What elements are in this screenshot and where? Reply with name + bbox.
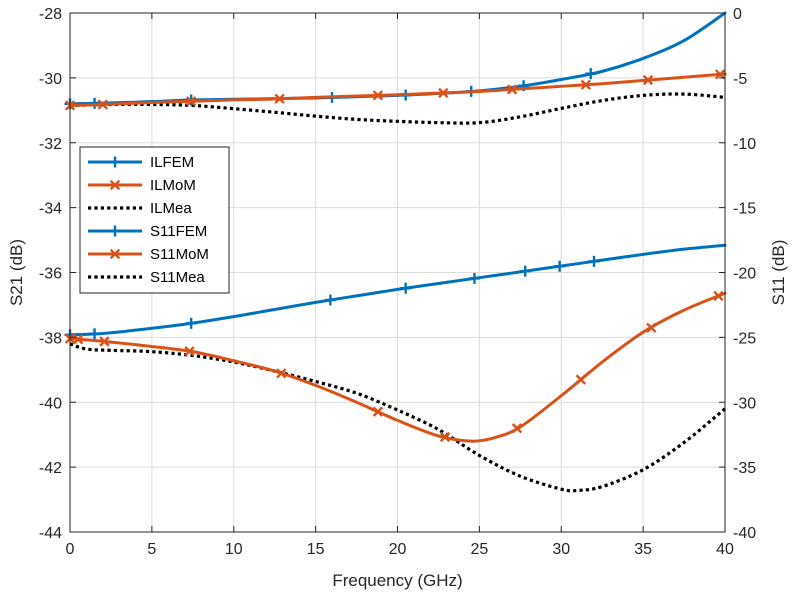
series-ilmom (64, 69, 727, 111)
data-marker-ilmom (372, 90, 383, 101)
right-y-tick-label: -25 (733, 330, 756, 347)
series-line-ilmom (68, 72, 727, 107)
data-marker-s11mom (99, 336, 110, 347)
data-marker-ilmom (580, 79, 591, 90)
data-marker-ilmom (642, 74, 654, 86)
data-marker-s11fem (588, 255, 600, 267)
left-y-tick-label: -28 (39, 6, 62, 23)
legend-label: ILMoM (150, 177, 196, 194)
right-y-tick-label: -35 (733, 460, 756, 477)
data-marker-s11mom (372, 406, 383, 417)
x-tick-label: 15 (307, 541, 325, 558)
right-y-axis-title: S11 (dB) (769, 240, 788, 306)
left-y-axis-title: S21 (dB) (7, 239, 26, 306)
data-marker-ilmom (506, 84, 518, 95)
series-line-ilmea (69, 92, 726, 125)
data-marker-s11mom (439, 431, 451, 443)
left-y-tick-label: -36 (39, 266, 62, 283)
left-y-tick-label: -40 (39, 395, 62, 412)
x-tick-label: 20 (389, 541, 407, 558)
x-tick-label: 5 (147, 541, 156, 558)
left-y-tick-label: -38 (39, 330, 62, 347)
left-y-tick-label: -34 (39, 201, 62, 218)
legend-item-ilmea: ILMea (88, 200, 192, 217)
data-marker-s11mom (575, 374, 587, 385)
right-y-tick-label: 0 (733, 6, 742, 23)
left-y-tick-label: -30 (39, 71, 62, 88)
data-marker-s11mom (73, 334, 84, 345)
x-tick-label: 40 (716, 541, 734, 558)
data-marker-s11fem (519, 265, 531, 277)
data-marker-ilmom (274, 93, 285, 104)
x-tick-label: 35 (634, 541, 652, 558)
right-y-tick-label: -40 (733, 525, 756, 542)
series-s11fem (64, 243, 727, 341)
data-marker-s11mom (646, 322, 657, 333)
series-s11mom (64, 290, 727, 443)
legend-box (79, 146, 230, 294)
x-tick-label: 10 (225, 541, 243, 558)
ticks: 0 5 10 15 20 25 30 35 40 -44 -42 -40 -38 -36 -34 -32 -30… (39, 6, 756, 558)
legend-item-ilfem: ILFEM (88, 154, 194, 171)
data-marker-s11mom (713, 290, 724, 302)
legend-item-ilmom: ILMoM (88, 177, 196, 194)
right-y-tick-label: -5 (733, 71, 747, 88)
right-y-tick-label: -30 (733, 395, 756, 412)
legend-item-s11fem: S11FEM (88, 223, 207, 240)
right-y-tick-label: -10 (733, 136, 756, 153)
data-marker-s11fem (89, 328, 101, 340)
data-marker-s11mom (276, 368, 287, 379)
data-marker-ilmom (438, 87, 449, 99)
left-y-tick-label: -44 (39, 525, 62, 542)
legend-item-s11mea: S11Mea (88, 269, 205, 286)
legend-label: ILMea (150, 200, 192, 217)
x-tick-label: 30 (552, 541, 570, 558)
data-marker-ilmom (97, 99, 108, 110)
legend-label: S11FEM (150, 223, 207, 240)
x-tick-label: 25 (470, 541, 488, 558)
data-marker-s11fem (554, 260, 566, 272)
series-ilmea (69, 92, 726, 125)
legend-marker (109, 248, 121, 260)
data-marker-s11mom (184, 346, 195, 357)
legend: ILFEM ILMoM ILMea S11FEM S11MoM S11Mea (79, 146, 230, 294)
series-layer (64, 11, 727, 493)
legend-marker (109, 156, 121, 168)
legend-item-s11mom: S11MoM (88, 246, 209, 263)
data-marker-ilfem (585, 68, 597, 80)
right-y-tick-label: -20 (733, 266, 756, 283)
right-y-tick-label: -15 (733, 201, 756, 218)
data-marker-ilmom (186, 96, 197, 107)
legend-marker (109, 225, 121, 237)
x-axis-title: Frequency (GHz) (332, 571, 462, 590)
data-marker-ilmom (714, 69, 726, 80)
x-tick-label: 0 (66, 541, 75, 558)
legend-marker (109, 179, 121, 191)
left-y-tick-label: -32 (39, 136, 62, 153)
left-y-tick-label: -42 (39, 460, 62, 477)
data-marker-s11fem (324, 294, 336, 306)
legend-label: S11Mea (150, 269, 205, 286)
data-marker-s11mom (511, 423, 523, 434)
legend-label: ILFEM (150, 154, 194, 171)
series-line-s11fem (68, 243, 727, 337)
data-marker-s11fem (185, 317, 197, 329)
data-marker-s11fem (400, 282, 412, 294)
legend-label: S11MoM (150, 246, 209, 263)
data-marker-s11fem (468, 272, 480, 284)
